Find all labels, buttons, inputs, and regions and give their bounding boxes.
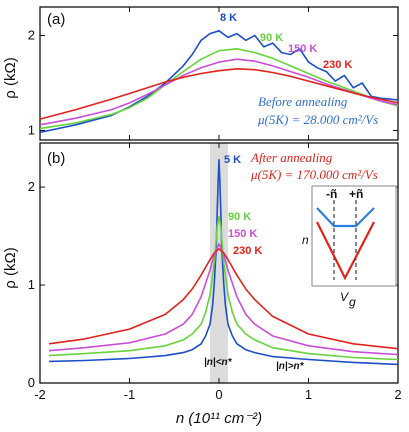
x-tick-label: -1 — [124, 387, 136, 402]
series-label-5k: 5 K — [224, 154, 241, 166]
panel-b: 5 K 90 K 150 K 230 K -2 -1 0 1 2 0 1 2 (b) After a… — [28, 142, 402, 402]
inset-label-n: n — [302, 233, 309, 247]
series-label-150k: 150 K — [288, 43, 317, 55]
x-tick-label: 1 — [305, 387, 312, 402]
y-tick-label: 1 — [28, 277, 35, 292]
y-tick-label: 2 — [28, 179, 35, 194]
series-label-8k: 8 K — [220, 12, 237, 24]
panel-b-shaded-band — [210, 143, 228, 383]
inset-label-v: V — [340, 290, 349, 304]
series-line-5k — [48, 158, 399, 366]
inset-red-band — [316, 221, 375, 281]
x-tick-label: 0 — [215, 387, 222, 402]
inset-label-plus-ntilde: +ñ — [349, 187, 363, 201]
panel-b-annotation-line-1: After annealing — [250, 150, 333, 165]
panel-b-annotation-line-2: μ(5K) = 170.000 cm²/Vs — [250, 167, 378, 182]
inset-blue-band — [316, 207, 375, 228]
inset-label-minus-ntilde: -ñ — [326, 187, 337, 201]
panel-b-label: (b) — [47, 150, 65, 167]
series-line-150k — [48, 243, 399, 356]
series-label-90k: 90 K — [260, 32, 283, 44]
series-line-90k — [48, 215, 399, 361]
series-label-150k: 150 K — [228, 228, 257, 240]
series-label-230k: 230 K — [323, 59, 352, 71]
x-tick-label: -2 — [34, 387, 46, 402]
panel-a-ticks: 12 — [28, 7, 399, 140]
region-label-inside: |n|<n* — [204, 357, 233, 368]
panel-a-y-axis-label: ρ (kΩ) — [2, 57, 19, 98]
panel-b-series: 5 K 90 K 150 K 230 K — [48, 154, 399, 366]
y-tick-label: 1 — [28, 123, 35, 138]
inset-label-g: g — [349, 295, 356, 309]
panel-b-ticks: -2 -1 0 1 2 0 1 2 — [28, 143, 402, 402]
x-axis-label: n (10¹¹ cm⁻²) — [176, 410, 262, 427]
series-line-150k — [39, 58, 399, 126]
series-line-230k — [39, 68, 399, 120]
panel-a-annotation-line-1: Before annealing — [258, 94, 348, 109]
series-line-90k — [39, 47, 399, 130]
series-line-8k — [39, 29, 399, 134]
inset-frame — [311, 185, 397, 287]
region-label-outside: |n|>n* — [276, 361, 305, 372]
panel-a-label: (a) — [47, 11, 65, 28]
x-tick-label: 2 — [394, 387, 401, 402]
series-label-90k: 90 K — [228, 211, 251, 223]
panel-a-series: 8 K 90 K 150 K 230 K — [39, 12, 399, 134]
panel-b-y-axis-label: ρ (kΩ) — [2, 247, 19, 288]
series-line-230k — [48, 248, 399, 350]
y-tick-label: 0 — [28, 375, 35, 390]
panel-a-annotation-line-2: μ(5K) = 28.000 cm²/Vs — [257, 112, 378, 127]
series-label-230k: 230 K — [233, 245, 262, 257]
y-tick-label: 2 — [28, 28, 35, 43]
band-diagram-inset: -ñ +ñ n V g — [302, 185, 397, 309]
